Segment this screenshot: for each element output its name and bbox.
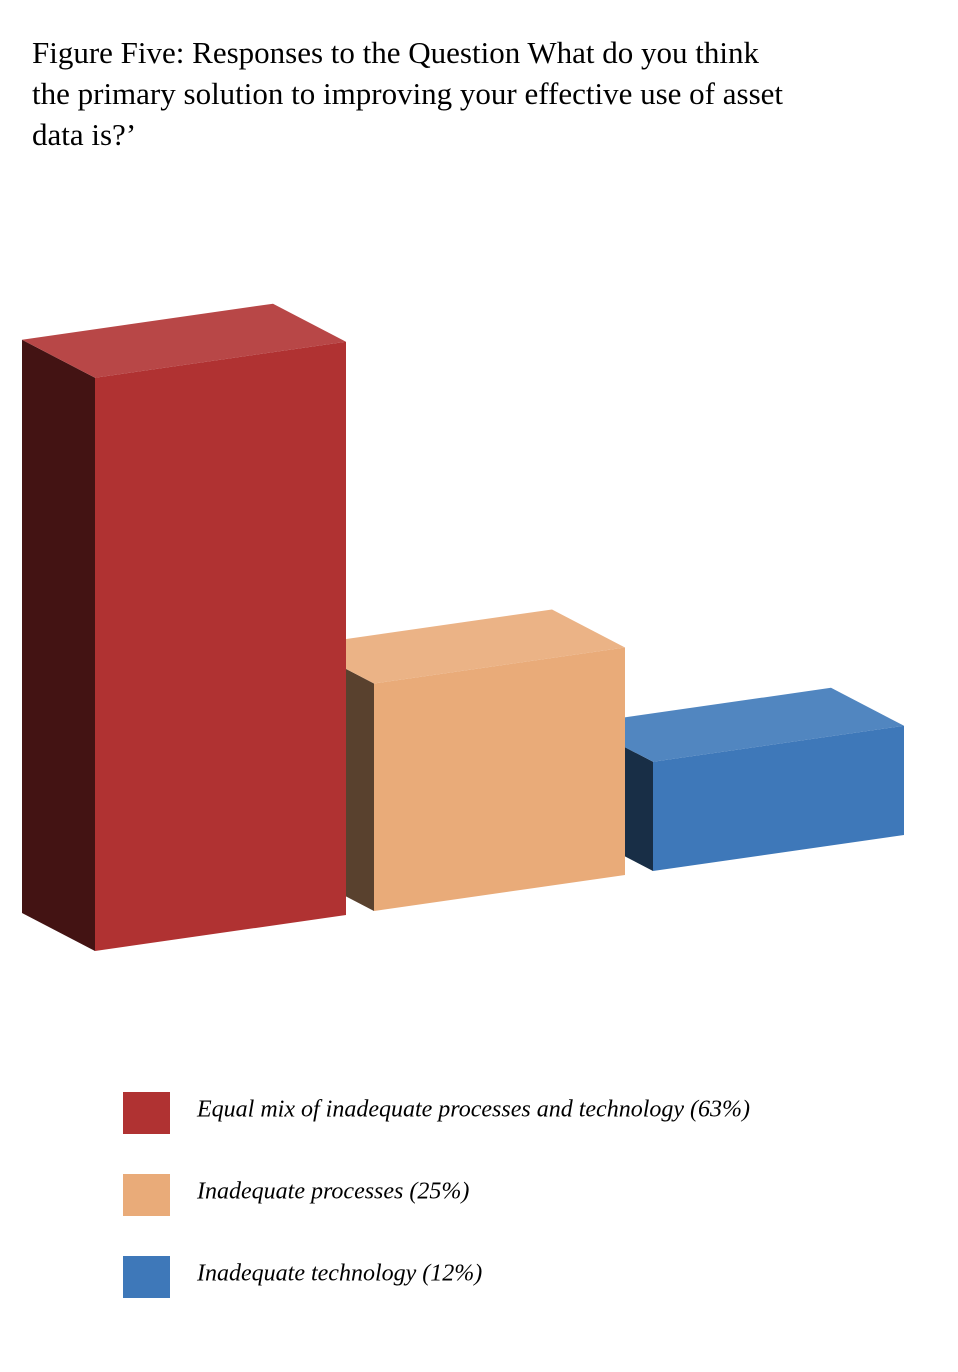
bar-side: [22, 339, 95, 951]
legend-label: Equal mix of inadequate processes and te…: [196, 1097, 750, 1123]
bar: [374, 647, 625, 911]
bar: [653, 725, 904, 871]
bar: [95, 341, 346, 951]
legend-label: Inadequate technology (12%): [196, 1261, 482, 1287]
chart-title: Figure Five: Responses to the Question W…: [32, 35, 784, 152]
bar-top: [580, 687, 904, 762]
bar-top: [301, 609, 625, 684]
legend-label: Inadequate processes (25%): [196, 1179, 469, 1205]
bar-top: [22, 303, 346, 378]
legend-swatch: [123, 1256, 170, 1298]
legend-swatch: [123, 1092, 170, 1134]
legend-swatch: [123, 1174, 170, 1216]
